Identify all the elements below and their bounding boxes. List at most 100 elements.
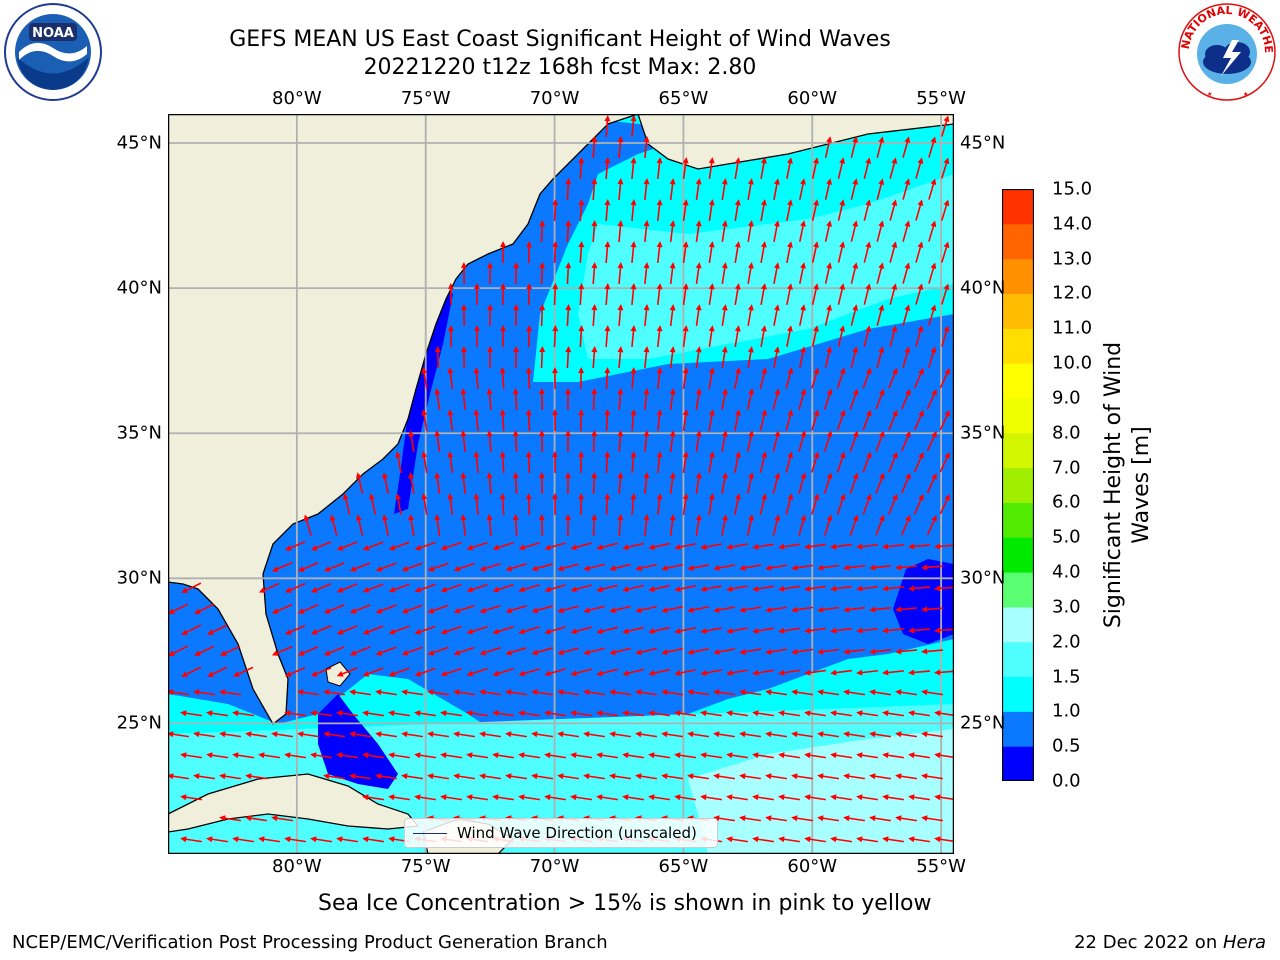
wave-direction-arrow — [721, 178, 728, 200]
wave-direction-arrow — [531, 563, 553, 572]
wave-direction-arrow — [869, 815, 891, 822]
wave-direction-arrow — [168, 645, 189, 656]
wave-direction-arrow — [434, 514, 441, 537]
wave-direction-arrow — [604, 199, 611, 222]
wave-direction-arrow — [830, 627, 853, 634]
wave-direction-arrow — [635, 773, 657, 780]
wave-direction-arrow — [713, 689, 735, 696]
wave-direction-arrow — [349, 731, 371, 738]
wave-direction-arrow — [362, 625, 384, 635]
wave-direction-arrow — [591, 136, 598, 159]
wave-direction-arrow — [375, 773, 397, 780]
wave-direction-arrow — [206, 752, 228, 759]
wave-direction-arrow — [427, 731, 449, 738]
wave-direction-arrow — [856, 543, 879, 550]
wave-direction-arrow — [941, 241, 950, 263]
wave-direction-arrow — [773, 262, 780, 284]
wave-direction-arrow — [329, 514, 338, 536]
wave-direction-arrow — [643, 220, 650, 243]
wave-direction-arrow — [375, 731, 397, 738]
wave-direction-arrow — [869, 564, 892, 571]
wave-direction-arrow — [362, 752, 384, 759]
wave-direction-arrow — [427, 773, 449, 780]
wave-direction-arrow — [798, 514, 807, 536]
colorbar-tick-label: 13.0 — [1052, 248, 1093, 270]
lon-label-top: 80°W — [271, 88, 322, 109]
wave-direction-arrow — [297, 731, 319, 738]
wave-direction-arrow — [674, 794, 696, 801]
wave-direction-arrow — [505, 773, 527, 780]
ocean-band-0-0.5-bahamas — [318, 694, 398, 789]
wave-direction-arrow — [596, 584, 618, 593]
wave-direction-arrow — [726, 669, 748, 676]
wave-direction-arrow — [700, 710, 722, 717]
wave-direction-arrow — [401, 731, 423, 738]
wave-direction-arrow — [902, 262, 911, 284]
wave-direction-arrow — [388, 794, 410, 801]
wave-direction-arrow — [617, 220, 624, 243]
wave-direction-arrow — [643, 178, 650, 201]
wave-direction-arrow — [830, 710, 852, 717]
wave-direction-arrow — [551, 493, 558, 516]
lat-label-left: 45°N — [116, 132, 162, 154]
colorbar-swatch — [1002, 502, 1034, 538]
wave-direction-arrow — [544, 710, 566, 717]
wave-direction-arrow — [902, 136, 911, 158]
wave-direction-arrow — [513, 304, 520, 327]
wave-direction-arrow — [578, 409, 585, 432]
wave-direction-arrow — [544, 626, 566, 635]
wave-direction-arrow — [460, 472, 467, 495]
wave-direction-arrow — [811, 241, 819, 263]
lon-label-top: 70°W — [529, 88, 580, 109]
wave-direction-arrow — [388, 667, 410, 677]
wave-direction-arrow — [682, 241, 689, 264]
wave-direction-arrow — [721, 472, 728, 494]
wave-direction-arrow — [336, 836, 358, 843]
wave-direction-arrow — [284, 582, 306, 593]
wave-direction-arrow — [669, 178, 676, 201]
wave-direction-arrow — [538, 472, 545, 495]
wave-direction-arrow — [487, 346, 494, 369]
wave-direction-arrow — [921, 564, 944, 571]
wave-direction-arrow — [708, 451, 715, 473]
wave-direction-arrow — [669, 388, 676, 411]
wave-direction-arrow — [518, 794, 540, 801]
wave-direction-arrow — [889, 241, 898, 263]
wave-direction-arrow — [836, 409, 846, 431]
wave-direction-arrow — [460, 430, 467, 453]
wave-direction-arrow — [708, 283, 715, 305]
colorbar-swatch — [1002, 641, 1034, 678]
wave-direction-arrow — [804, 710, 826, 717]
wave-direction-arrow — [747, 346, 754, 368]
lon-label-top: 55°W — [916, 88, 966, 109]
wave-direction-arrow — [643, 346, 650, 369]
wave-direction-arrow — [284, 666, 306, 677]
wave-direction-arrow — [939, 452, 950, 473]
wave-direction-arrow — [773, 178, 780, 200]
wave-direction-arrow — [752, 627, 774, 634]
wave-direction-arrow — [747, 262, 754, 284]
wave-direction-arrow — [901, 514, 911, 536]
wave-direction-arrow — [823, 388, 833, 410]
wave-direction-arrow — [500, 241, 507, 264]
wave-direction-arrow — [630, 241, 637, 264]
wave-direction-arrow — [674, 584, 696, 592]
wave-direction-arrow — [323, 731, 345, 738]
wave-direction-arrow — [630, 493, 637, 516]
wave-direction-arrow — [791, 648, 813, 655]
wave-direction-arrow — [375, 689, 397, 696]
lat-label-left: 40°N — [116, 277, 162, 299]
wave-direction-arrow — [682, 325, 689, 348]
wave-direction-arrow — [479, 562, 501, 572]
wave-direction-arrow — [687, 731, 709, 738]
wave-direction-arrow — [492, 583, 514, 593]
wave-direction-arrow — [921, 606, 944, 613]
wave-direction-arrow — [791, 773, 813, 780]
wave-direction-arrow — [434, 346, 441, 369]
colorbar-swatch — [1002, 746, 1034, 781]
wave-height-map — [168, 114, 954, 854]
wave-direction-arrow — [726, 627, 748, 634]
wave-direction-arrow — [453, 731, 475, 738]
wave-direction-arrow — [772, 514, 781, 536]
wave-direction-arrow — [473, 325, 480, 348]
